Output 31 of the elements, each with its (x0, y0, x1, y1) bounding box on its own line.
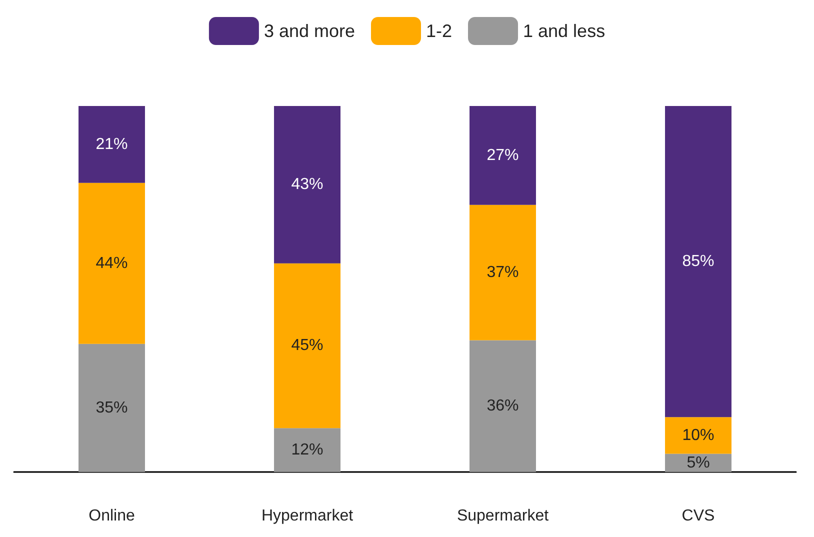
legend-label: 1 and less (523, 21, 606, 41)
bar (470, 106, 536, 205)
bar (665, 106, 732, 418)
legend-label: 1-2 (426, 21, 452, 41)
legend-label: 3 and more (264, 21, 355, 41)
bar (78, 106, 145, 183)
x-tick-label: CVS (682, 508, 715, 524)
data-label: 36% (486, 398, 519, 415)
x-tick-label: Hypermarket (261, 508, 354, 524)
data-label: 5% (686, 454, 710, 472)
data-label: 85% (682, 253, 714, 270)
data-label: 10% (682, 426, 714, 444)
bar (665, 454, 732, 472)
data-label: 43% (291, 176, 324, 194)
bar (470, 340, 536, 472)
bar (274, 106, 340, 264)
data-label: 45% (291, 337, 324, 354)
bar (274, 428, 340, 472)
data-label: 21% (96, 136, 128, 153)
bar (665, 417, 732, 454)
x-tick-label: Supermarket (456, 508, 550, 524)
data-label: 37% (486, 264, 519, 282)
data-label: 35% (96, 399, 128, 416)
bar (78, 182, 145, 344)
bar (78, 344, 145, 472)
x-tick-label: Online (88, 508, 135, 524)
bar (274, 263, 340, 428)
data-label: 44% (96, 254, 128, 272)
data-label: 12% (291, 442, 324, 459)
bar (470, 204, 536, 340)
data-label: 27% (486, 146, 519, 164)
